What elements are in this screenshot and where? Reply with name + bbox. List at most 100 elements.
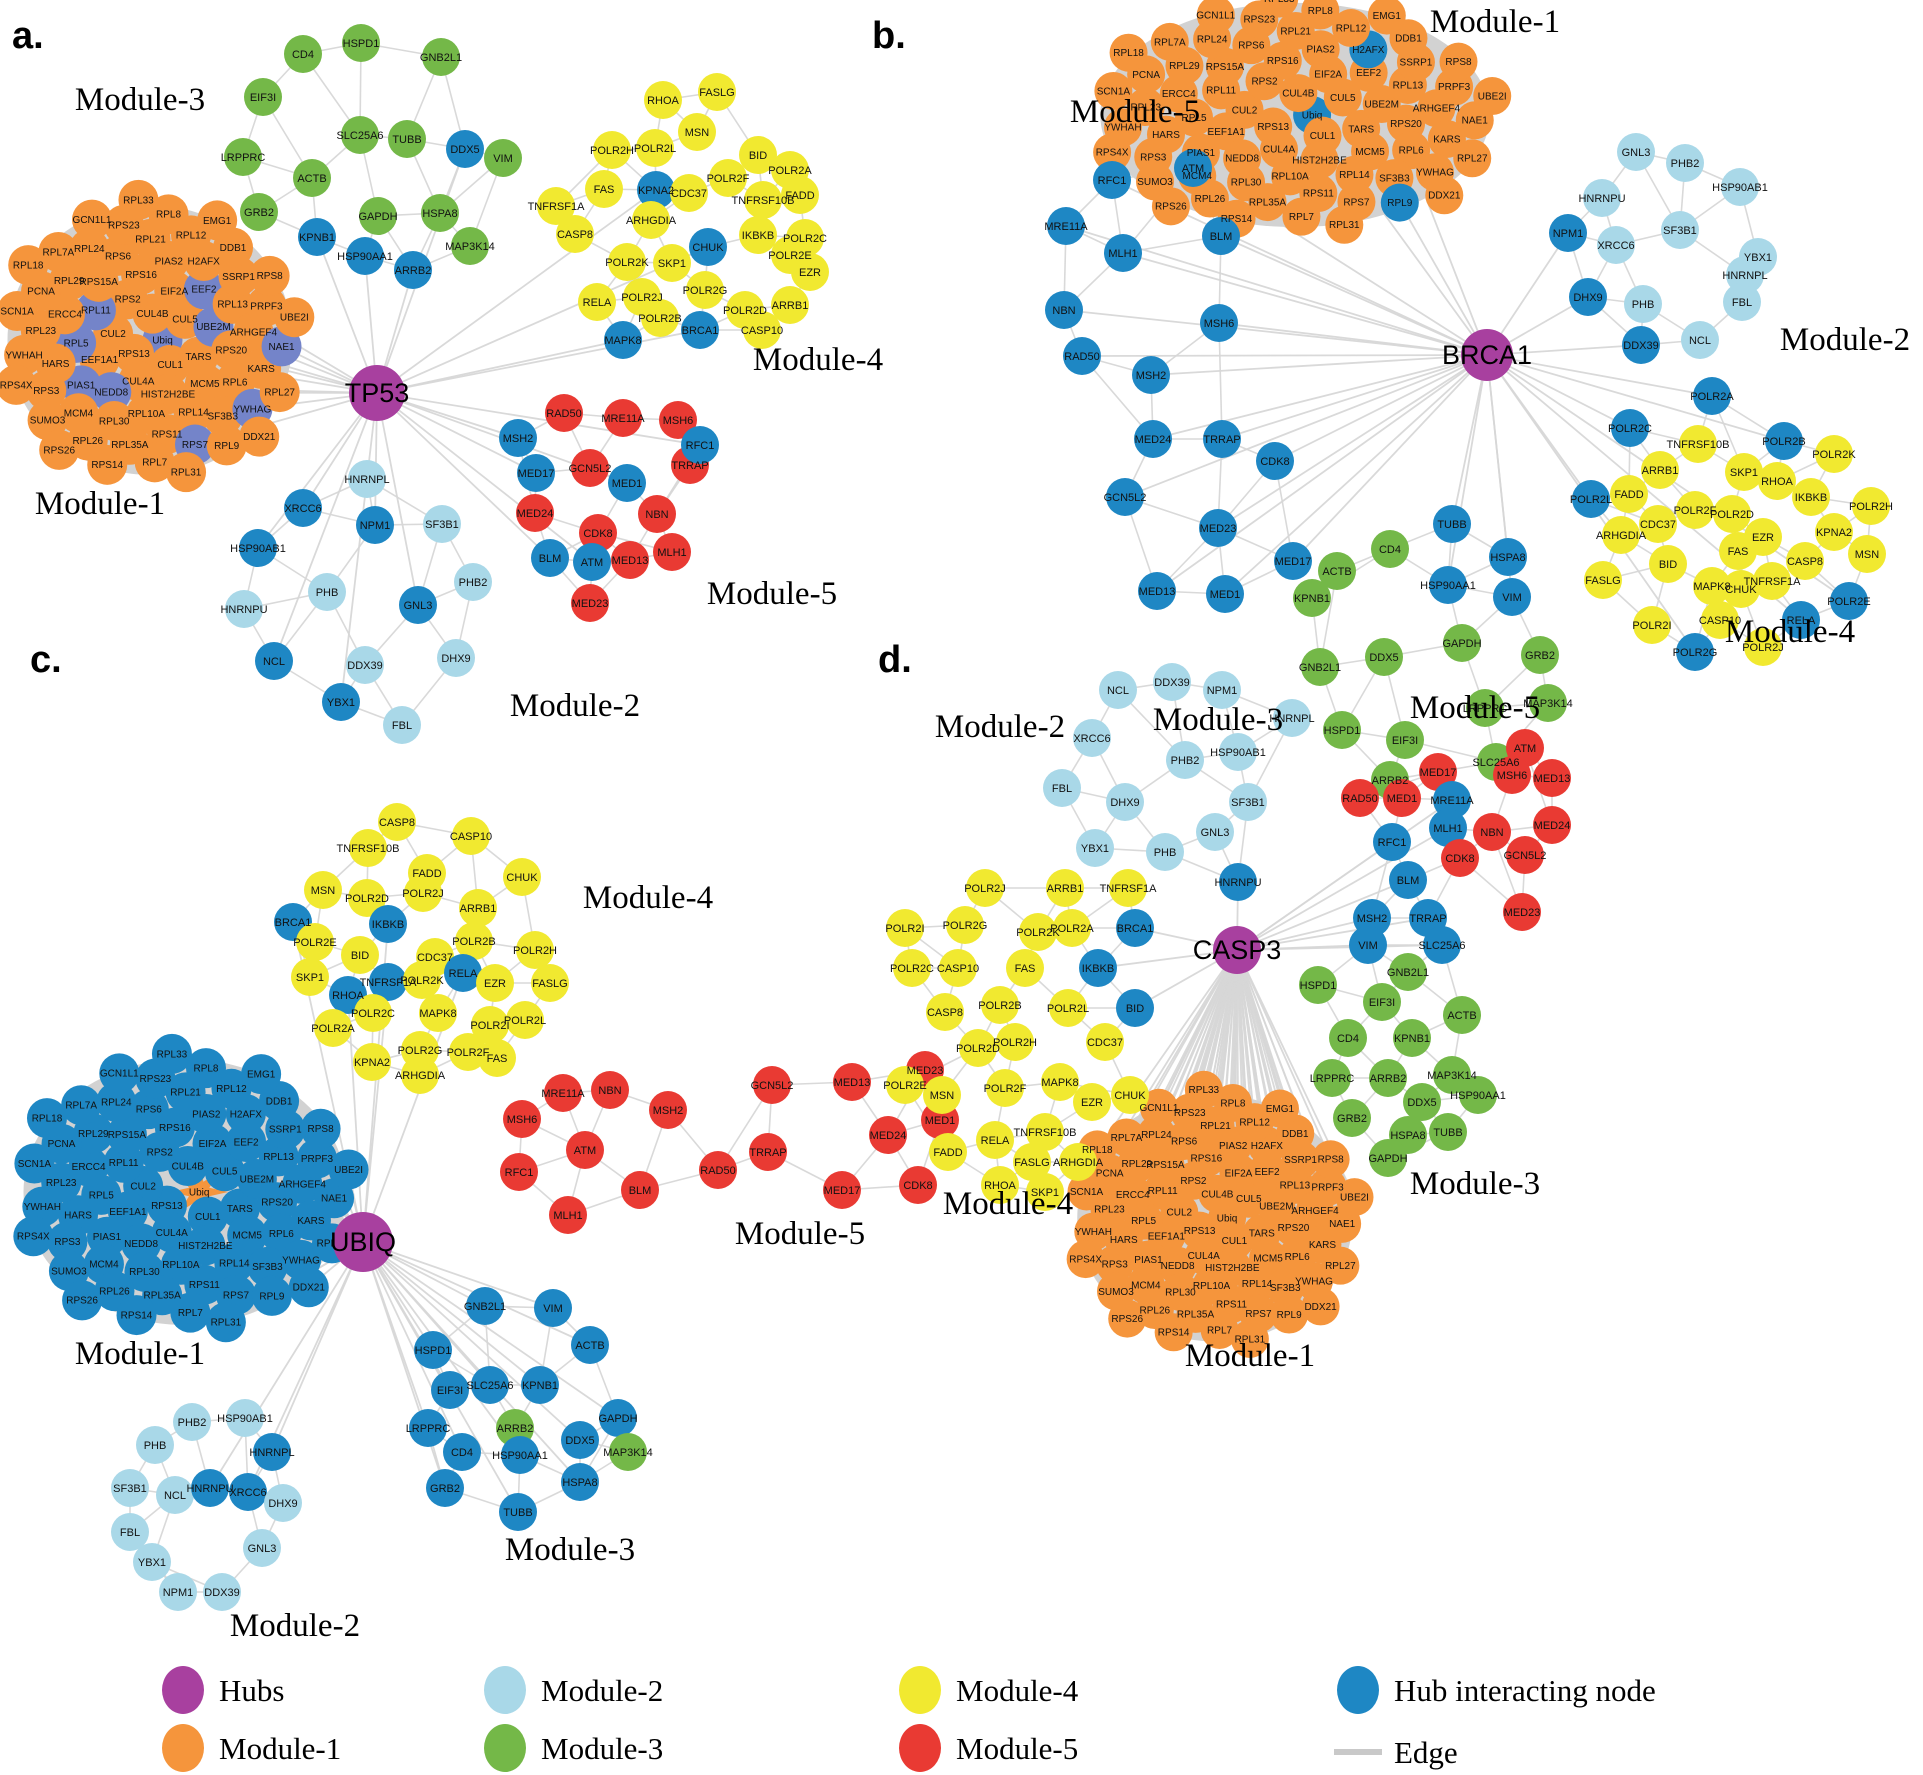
node-FBL[interactable] xyxy=(1723,283,1761,321)
node-PHB[interactable] xyxy=(1146,833,1184,871)
node-POLR2B[interactable] xyxy=(641,299,679,337)
node-FBL[interactable] xyxy=(383,706,421,744)
node-RPL7[interactable] xyxy=(134,442,175,483)
node-MAP3K14[interactable] xyxy=(451,227,489,265)
node-RPL31[interactable] xyxy=(205,1302,246,1343)
node-LRPPRC[interactable] xyxy=(224,138,262,176)
node-RPS3[interactable] xyxy=(47,1221,88,1262)
node-CHUK[interactable] xyxy=(503,858,541,896)
node-HSPD1[interactable] xyxy=(342,24,380,62)
node-VIM[interactable] xyxy=(1493,578,1531,616)
node-RPL33[interactable] xyxy=(1260,0,1299,18)
node-NPM1[interactable] xyxy=(159,1573,197,1611)
node-RFC1[interactable] xyxy=(1093,161,1131,199)
node-RPL33[interactable] xyxy=(1184,1070,1223,1109)
node-RPL35A[interactable] xyxy=(1248,183,1287,222)
node-ATM[interactable] xyxy=(1174,149,1212,187)
node-XRCC6[interactable] xyxy=(284,489,322,527)
node-MED1[interactable] xyxy=(608,464,646,502)
node-POLR2E[interactable] xyxy=(1830,582,1868,620)
node-MSH6[interactable] xyxy=(659,401,697,439)
node-BRCA1[interactable] xyxy=(1116,909,1154,947)
node-EIF3I[interactable] xyxy=(244,78,282,116)
node-HSPA8[interactable] xyxy=(561,1463,599,1501)
node-POLR2H[interactable] xyxy=(1852,487,1890,525)
node-RPL24[interactable] xyxy=(69,228,110,269)
node-RPS4X[interactable] xyxy=(1066,1240,1105,1279)
node-MSN[interactable] xyxy=(678,113,716,151)
node-EIF2A[interactable] xyxy=(154,270,195,311)
node-GCN1L1[interactable] xyxy=(1139,1088,1178,1127)
node-HSP90AA1[interactable] xyxy=(1429,566,1467,604)
node-RPL6[interactable] xyxy=(1392,131,1431,170)
node-YBX1[interactable] xyxy=(133,1543,171,1581)
node-MRE11A[interactable] xyxy=(1433,781,1471,819)
node-GCN5L2[interactable] xyxy=(1106,478,1144,516)
node-RPL14[interactable] xyxy=(214,1242,255,1283)
node-TRRAP[interactable] xyxy=(749,1133,787,1171)
node-FADD[interactable] xyxy=(929,1133,967,1171)
node-CUL1[interactable] xyxy=(187,1196,228,1237)
hub-UBIQ[interactable] xyxy=(333,1212,393,1272)
node-MLH1[interactable] xyxy=(1429,809,1467,847)
node-TNFRSF10B[interactable] xyxy=(744,181,782,219)
node-GNB2L1[interactable] xyxy=(1389,953,1427,991)
node-RPL7[interactable] xyxy=(170,1292,211,1333)
node-CASP10[interactable] xyxy=(1701,601,1739,639)
node-FASLG[interactable] xyxy=(531,964,569,1002)
node-DDX21[interactable] xyxy=(288,1267,329,1308)
node-ATM[interactable] xyxy=(566,1131,604,1169)
node-GNL3[interactable] xyxy=(1196,813,1234,851)
node-UBE2I[interactable] xyxy=(1335,1178,1374,1217)
node-MED17[interactable] xyxy=(823,1171,861,1209)
node-CHUK[interactable] xyxy=(1722,570,1760,608)
node-SF3B1[interactable] xyxy=(423,505,461,543)
node-HIST2H2BE[interactable] xyxy=(1300,140,1339,179)
node-LRPPRC[interactable] xyxy=(409,1409,447,1447)
node-KPNB1[interactable] xyxy=(298,218,336,256)
node-RPS4X[interactable] xyxy=(13,1216,54,1257)
node-DDX39[interactable] xyxy=(1622,326,1660,364)
node-DDX21[interactable] xyxy=(1425,176,1464,215)
node-RPL26[interactable] xyxy=(1190,179,1229,218)
node-RPL31[interactable] xyxy=(166,452,207,493)
node-POLR2K[interactable] xyxy=(1019,913,1057,951)
node-RPS26[interactable] xyxy=(39,429,80,470)
node-POLR2B[interactable] xyxy=(1765,422,1803,460)
node-BID[interactable] xyxy=(1649,545,1687,583)
node-GRB2[interactable] xyxy=(1333,1099,1371,1137)
node-EZR[interactable] xyxy=(791,253,829,291)
node-MED24[interactable] xyxy=(516,494,554,532)
node-PHB2[interactable] xyxy=(1166,741,1204,779)
node-BLM[interactable] xyxy=(531,539,569,577)
node-LRPPRC[interactable] xyxy=(1466,689,1504,727)
node-SCN1A[interactable] xyxy=(1094,71,1133,110)
node-GCN5L2[interactable] xyxy=(571,449,609,487)
node-MED23[interactable] xyxy=(1503,893,1541,931)
node-POLR2G[interactable] xyxy=(686,271,724,309)
node-DDX5[interactable] xyxy=(1403,1083,1441,1121)
node-KPNA2[interactable] xyxy=(353,1043,391,1081)
node-UBE2I[interactable] xyxy=(328,1149,369,1190)
node-MED24[interactable] xyxy=(869,1116,907,1154)
node-POLR2C[interactable] xyxy=(1611,409,1649,447)
node-EMG1[interactable] xyxy=(1367,0,1406,35)
node-POLR2A[interactable] xyxy=(1693,377,1731,415)
node-FAS[interactable] xyxy=(1006,949,1044,987)
node-POLR2G[interactable] xyxy=(946,906,984,944)
node-CDC37[interactable] xyxy=(1086,1023,1124,1061)
node-TNFRSF10B[interactable] xyxy=(1679,425,1717,463)
node-POLR2I[interactable] xyxy=(886,909,924,947)
node-RPS4X[interactable] xyxy=(1093,133,1132,172)
node-TUBB[interactable] xyxy=(1433,505,1471,543)
node-RPL18[interactable] xyxy=(26,1098,67,1139)
node-SKP1[interactable] xyxy=(653,244,691,282)
node-NCL[interactable] xyxy=(1681,321,1719,359)
node-POLR2J[interactable] xyxy=(404,874,442,912)
node-POLR2D[interactable] xyxy=(1713,495,1751,533)
node-EEF2[interactable] xyxy=(226,1121,267,1162)
node-FAS[interactable] xyxy=(478,1039,516,1077)
node-EIF3I[interactable] xyxy=(431,1371,469,1409)
node-CD4[interactable] xyxy=(284,35,322,73)
node-ARRB1[interactable] xyxy=(1641,451,1679,489)
